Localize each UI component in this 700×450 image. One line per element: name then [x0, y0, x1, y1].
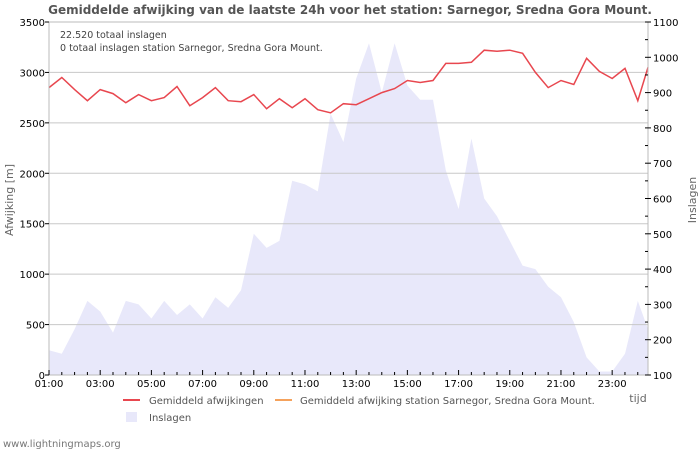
strikes-area-path — [49, 43, 648, 375]
deviation-line — [48, 49, 649, 114]
x-tick-label: 15:00 — [393, 379, 422, 390]
x-tick-label: 01:00 — [35, 379, 64, 390]
strikes-area — [49, 43, 648, 375]
y-tick-label: 3500 — [20, 18, 45, 29]
y2-tick-label: 700 — [653, 159, 672, 170]
legend-label: Inslagen — [149, 413, 191, 424]
x-tick-label: 05:00 — [137, 379, 166, 390]
info-station-strikes: 0 totaal inslagen station Sarnegor, Sred… — [60, 43, 323, 54]
legend-label: Gemiddeld afwijking station Sarnegor, Sr… — [300, 396, 595, 407]
y2-tick-label: 900 — [653, 89, 672, 100]
x-axis-label: tijd — [629, 392, 646, 405]
y2-tick-label: 600 — [653, 195, 672, 206]
legend: Gemiddeld afwijkingen Gemiddeld afwijkin… — [123, 396, 595, 424]
y2-tick-label: 1000 — [653, 53, 678, 64]
y2-tick-label: 300 — [653, 300, 672, 311]
legend-item-deviation[interactable]: Gemiddeld afwijkingen — [123, 396, 264, 407]
y-tick-label: 2500 — [20, 119, 45, 130]
footer-link[interactable]: www.lightningmaps.org — [3, 439, 121, 450]
x-tick-label: 21:00 — [547, 379, 576, 390]
y-tick-label: 3000 — [20, 68, 45, 79]
x-axis: 01:00 03:00 05:00 07:00 09:00 11:00 13:00 15:00… — [35, 370, 639, 390]
chart-title: Gemiddelde afwijking van de laatste 24h … — [48, 3, 652, 17]
grid-lines — [49, 71, 648, 326]
x-tick-label: 23:00 — [598, 379, 627, 390]
y2-tick-label: 1100 — [653, 18, 678, 29]
y-tick-label: 500 — [26, 321, 45, 332]
y-tick-label: 2000 — [20, 169, 45, 180]
y-tick-label: 1000 — [20, 270, 45, 281]
y-tick-label: 1500 — [20, 220, 45, 231]
y2-tick-label: 100 — [653, 371, 672, 382]
y-tick-label: 0 — [39, 371, 45, 382]
x-tick-label: 09:00 — [239, 379, 268, 390]
x-tick-label: 19:00 — [495, 379, 524, 390]
x-tick-label: 17:00 — [444, 379, 473, 390]
x-tick-label: 03:00 — [86, 379, 115, 390]
legend-area-swatch-icon — [126, 412, 137, 422]
x-tick-label: 11:00 — [291, 379, 320, 390]
deviation-polyline — [48, 49, 649, 114]
y2-axis-label: Inslagen — [686, 177, 699, 223]
info-total-strikes: 22.520 totaal inslagen — [60, 30, 167, 41]
y2-tick-label: 800 — [653, 124, 672, 135]
legend-item-strikes[interactable]: Inslagen — [126, 412, 191, 424]
y2-tick-label: 400 — [653, 265, 672, 276]
y2-tick-label: 500 — [653, 230, 672, 241]
legend-item-station-deviation[interactable]: Gemiddeld afwijking station Sarnegor, Sr… — [275, 396, 595, 407]
x-tick-label: 07:00 — [188, 379, 217, 390]
legend-label: Gemiddeld afwijkingen — [149, 396, 264, 407]
y-axis-left: 0 500 1000 1500 2000 2500 3000 3500 — [20, 18, 49, 382]
y2-tick-label: 200 — [653, 336, 672, 347]
x-tick-label: 13:00 — [342, 379, 371, 390]
y-axis-right: 100 200 300 400 500 600 700 800 900 1000 1100 — [645, 18, 678, 382]
y-axis-label: Afwijking [m] — [3, 164, 16, 236]
